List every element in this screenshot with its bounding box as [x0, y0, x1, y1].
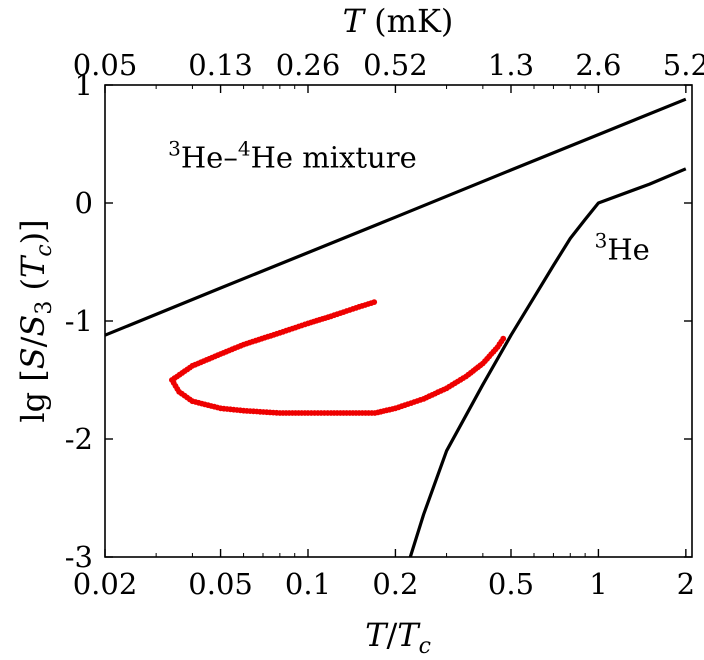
top-axis-label: T (mK) [343, 2, 454, 40]
series-mixture-line [104, 97, 687, 337]
x-tick-label: 0.5 [488, 567, 534, 601]
top-tick-label: 0.52 [363, 48, 428, 82]
top-tick-label: 5.2 [663, 48, 704, 82]
top-tick-label: 2.6 [575, 48, 621, 82]
x-tick-label: 2 [677, 567, 695, 601]
annotation-mixture-label: 3He–4He mixture [168, 137, 417, 175]
series-layer [104, 97, 687, 558]
y-tick-label: 0 [75, 186, 93, 220]
x-axis-label: T/Tc [365, 616, 431, 659]
x-tick-label: 0.02 [73, 567, 138, 601]
plot-area [105, 85, 692, 557]
top-tick-label: 0.13 [188, 48, 253, 82]
series-red-cycle [169, 299, 507, 416]
y-tick-label: 1 [75, 68, 93, 102]
y-tick-label: -2 [65, 422, 93, 456]
y-tick-label: -1 [65, 304, 93, 338]
y-axis-label: lg [S/S3 (Tc)] [14, 219, 57, 422]
annotation-he3-label: 3He [595, 229, 650, 267]
x-tick-label: 0.05 [188, 567, 253, 601]
x-tick-label: 0.1 [285, 567, 331, 601]
series-he3-line [408, 167, 687, 558]
tick-layer [104, 84, 692, 558]
top-tick-label: 1.3 [488, 48, 534, 82]
top-tick-label: 0.26 [276, 48, 341, 82]
y-tick-label: -3 [65, 540, 93, 574]
label-layer: 0.02 0.05 0.1 0.2 0.5 1 2 0.05 0.13 0.26 0.52 1.3 2.… [65, 48, 704, 601]
data-point [500, 335, 507, 342]
top-tick-label: 0.05 [73, 48, 138, 82]
x-tick-label: 0.2 [372, 567, 418, 601]
x-tick-label: 1 [589, 567, 607, 601]
